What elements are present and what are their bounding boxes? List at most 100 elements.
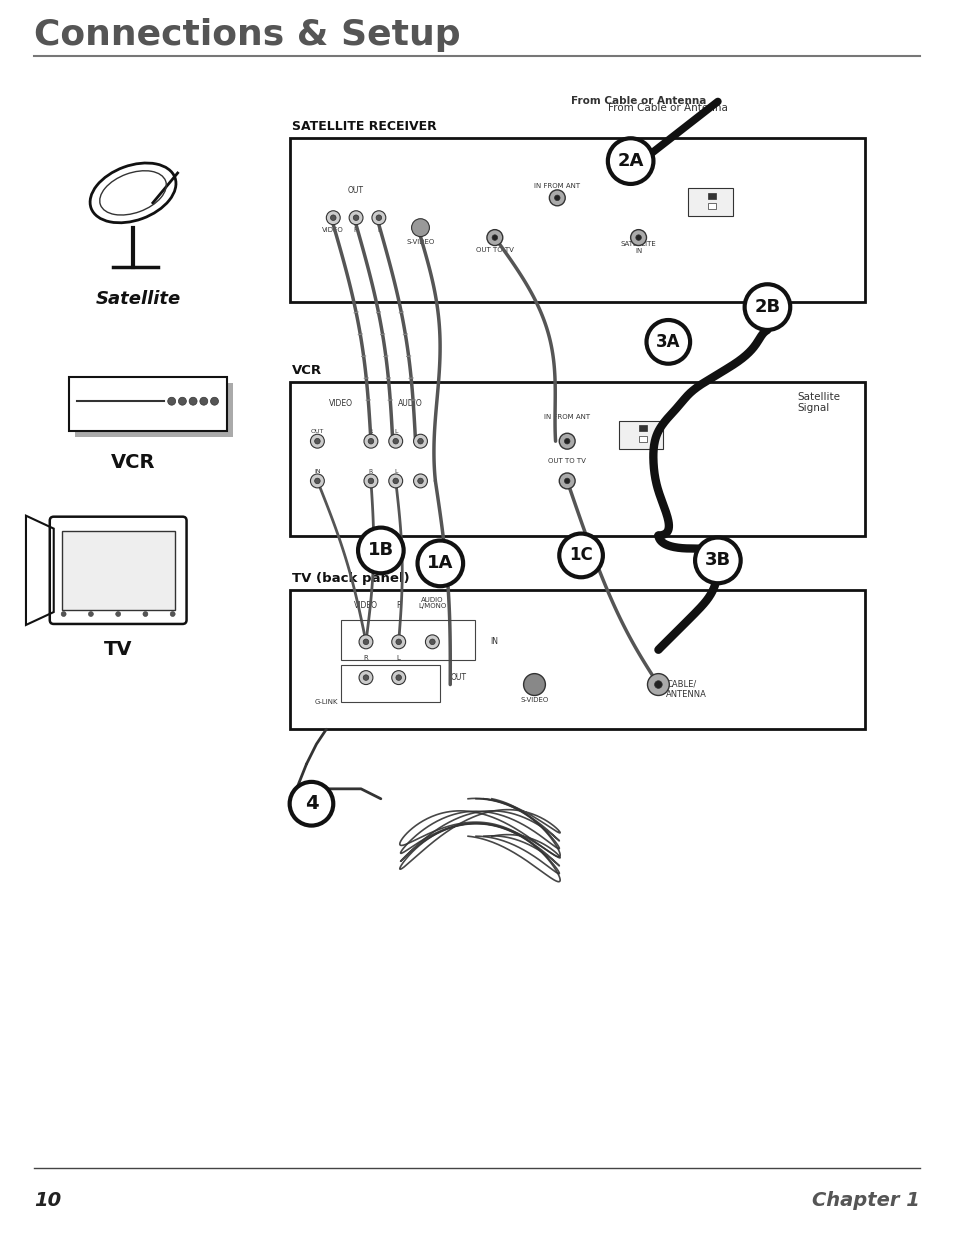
Bar <box>707 193 715 199</box>
Bar <box>341 620 475 659</box>
Text: CH4: CH4 <box>621 435 636 440</box>
Text: Chapter 1: Chapter 1 <box>811 1191 919 1210</box>
Circle shape <box>564 478 569 484</box>
Circle shape <box>310 474 324 488</box>
Text: VIDEO: VIDEO <box>322 226 344 232</box>
Circle shape <box>364 474 377 488</box>
Bar <box>62 531 174 610</box>
Text: L: L <box>376 226 380 232</box>
Text: 2B: 2B <box>754 298 780 316</box>
Circle shape <box>523 673 545 695</box>
Circle shape <box>357 527 403 573</box>
Circle shape <box>143 611 148 616</box>
Circle shape <box>353 215 358 221</box>
Circle shape <box>695 537 740 583</box>
Text: 3A: 3A <box>656 333 679 351</box>
Circle shape <box>744 284 789 330</box>
Text: SATELLITE RECEIVER: SATELLITE RECEIVER <box>292 120 436 133</box>
Circle shape <box>554 195 559 200</box>
Circle shape <box>170 611 175 616</box>
Bar <box>618 421 662 450</box>
Circle shape <box>368 478 374 484</box>
Text: CH4: CH4 <box>690 201 705 206</box>
Circle shape <box>647 673 669 695</box>
Text: From Cable or Antenna: From Cable or Antenna <box>608 104 727 114</box>
Text: L: L <box>394 430 397 435</box>
Circle shape <box>654 680 661 688</box>
Text: 10: 10 <box>34 1191 61 1210</box>
Circle shape <box>389 474 402 488</box>
Circle shape <box>389 435 402 448</box>
Circle shape <box>549 190 564 206</box>
Text: R: R <box>369 469 373 474</box>
Text: From Cable or Antenna: From Cable or Antenna <box>570 96 705 106</box>
Circle shape <box>558 534 602 577</box>
Circle shape <box>189 398 197 405</box>
Circle shape <box>211 398 218 405</box>
Circle shape <box>368 438 374 443</box>
Circle shape <box>392 635 405 648</box>
Circle shape <box>429 638 435 645</box>
Circle shape <box>607 138 653 184</box>
Bar <box>290 138 863 303</box>
Circle shape <box>486 230 502 246</box>
Circle shape <box>646 320 689 364</box>
Text: VIDEO: VIDEO <box>329 399 353 409</box>
Text: 4: 4 <box>304 794 318 813</box>
Bar <box>341 664 440 703</box>
Text: Satellite
Signal: Satellite Signal <box>797 391 840 414</box>
Circle shape <box>414 474 427 488</box>
Circle shape <box>364 435 377 448</box>
Text: AUDIO: AUDIO <box>397 399 422 409</box>
Circle shape <box>395 674 401 680</box>
Circle shape <box>558 473 575 489</box>
Circle shape <box>363 674 369 680</box>
Circle shape <box>635 235 640 241</box>
Circle shape <box>310 435 324 448</box>
Circle shape <box>417 478 423 484</box>
Bar <box>74 383 233 437</box>
Bar <box>638 436 646 442</box>
Text: VIDEO: VIDEO <box>354 601 377 610</box>
Text: R: R <box>395 601 401 610</box>
Circle shape <box>414 435 427 448</box>
Circle shape <box>392 671 405 684</box>
Text: 1A: 1A <box>427 555 453 572</box>
Circle shape <box>290 782 333 825</box>
Text: OUT TO TV: OUT TO TV <box>476 247 514 253</box>
Text: TV: TV <box>104 640 132 658</box>
Circle shape <box>358 635 373 648</box>
Text: VCR: VCR <box>111 453 155 472</box>
Circle shape <box>393 478 398 484</box>
Text: 3B: 3B <box>704 551 730 569</box>
Text: R: R <box>369 430 373 435</box>
Circle shape <box>417 438 423 443</box>
Text: IN FROM ANT: IN FROM ANT <box>534 183 579 189</box>
Circle shape <box>199 398 208 405</box>
Circle shape <box>358 671 373 684</box>
Text: TV (back panel): TV (back panel) <box>292 572 409 585</box>
Circle shape <box>558 433 575 450</box>
Circle shape <box>168 398 175 405</box>
Circle shape <box>425 635 439 648</box>
Text: Connections & Setup: Connections & Setup <box>34 17 460 52</box>
Text: S-VIDEO: S-VIDEO <box>406 238 435 245</box>
Bar <box>290 590 863 729</box>
Circle shape <box>326 211 340 225</box>
Text: IN: IN <box>314 469 320 474</box>
Circle shape <box>178 398 186 405</box>
Circle shape <box>630 230 646 246</box>
Text: IN FROM ANT: IN FROM ANT <box>543 415 590 420</box>
Circle shape <box>411 219 429 237</box>
Text: S-VIDEO: S-VIDEO <box>519 698 548 704</box>
Text: R: R <box>363 655 368 661</box>
Text: R: R <box>354 226 358 232</box>
Circle shape <box>314 438 320 443</box>
Text: 1B: 1B <box>368 541 394 559</box>
Text: 2A: 2A <box>617 152 643 170</box>
Text: G-LINK: G-LINK <box>314 699 337 705</box>
Circle shape <box>395 638 401 645</box>
Bar <box>69 377 227 431</box>
Circle shape <box>564 438 569 443</box>
Circle shape <box>89 611 93 616</box>
